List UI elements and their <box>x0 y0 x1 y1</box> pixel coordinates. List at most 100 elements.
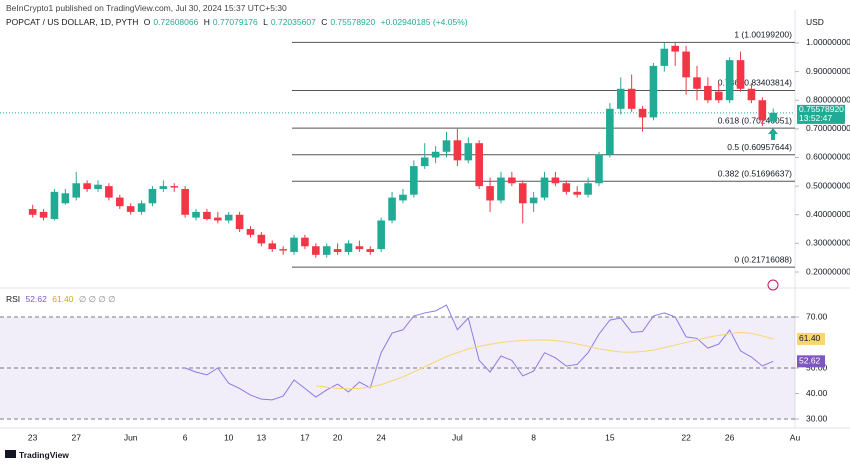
candle-body <box>420 157 429 167</box>
x-tick-label: 22 <box>681 432 691 442</box>
y-tick-label: 70.00 <box>806 311 828 321</box>
candle-body <box>518 183 527 204</box>
candle-body <box>115 197 124 207</box>
rsi-ma-value: 61.40 <box>52 294 74 304</box>
x-tick-label: 17 <box>300 432 310 442</box>
candle-body <box>214 217 222 221</box>
ohlc-value: 0.75578920 <box>330 17 376 27</box>
candle-body <box>28 209 37 215</box>
y-tick-label: 30.00 <box>806 413 828 423</box>
x-tick-label: 8 <box>531 432 536 442</box>
price-tag-label: 0.75578920 <box>799 104 844 114</box>
candle-body <box>279 249 287 251</box>
candle-body <box>257 234 266 244</box>
axis-unit: USD <box>806 17 824 27</box>
y-tick-label: 0.80000000 <box>806 94 850 104</box>
candle-body <box>94 184 102 189</box>
lightning-icon <box>767 279 779 291</box>
price-tag <box>797 104 845 124</box>
candle-body <box>410 166 418 195</box>
x-tick-label: Jul <box>452 432 463 442</box>
y-tick-label: 0.70000000 <box>806 123 850 133</box>
candle-body <box>181 188 189 215</box>
candle-body <box>388 197 396 221</box>
x-tick-label: 6 <box>183 432 188 442</box>
candle-body <box>497 177 505 201</box>
candle-body <box>399 194 407 201</box>
x-tick-label: Au <box>790 432 801 442</box>
x-tick-label: 27 <box>71 432 81 442</box>
rsi-band <box>0 317 795 420</box>
candle-body <box>562 183 571 192</box>
candle-body <box>649 65 658 118</box>
candle-body <box>355 246 364 250</box>
candle-body <box>584 183 592 195</box>
candle-body <box>573 191 581 195</box>
y-tick-label: 0.60000000 <box>806 152 850 162</box>
candle-body <box>377 220 385 250</box>
ohlc-value: 0.77079176 <box>212 17 258 27</box>
candle-body <box>235 214 244 230</box>
candle-body <box>137 203 146 212</box>
change: +0.02940185 (+4.05%) <box>380 17 468 27</box>
candle-body <box>39 211 48 218</box>
candle-body <box>595 154 603 184</box>
candle-body <box>747 88 756 101</box>
rsi-title: RSI <box>6 294 21 304</box>
fib-label: 0 (0.21716088) <box>734 254 792 264</box>
rsi-tag-label: 61.40 <box>799 333 821 343</box>
rsi-params: ∅ ∅ ∅ ∅ <box>78 294 116 304</box>
candle-body <box>638 108 647 118</box>
candle-body <box>540 177 549 198</box>
candle-body <box>627 88 636 109</box>
ohlc-key: O <box>143 17 151 27</box>
y-tick-label: 1.00000000 <box>806 37 850 47</box>
x-tick-label: 13 <box>257 432 267 442</box>
x-tick-label: Jun <box>124 432 138 442</box>
candle-body <box>769 112 778 122</box>
candle-body <box>224 214 233 221</box>
candle-body <box>704 85 712 101</box>
ohlc-key: H <box>203 17 210 27</box>
candle-body <box>758 100 767 121</box>
ohlc-key: L <box>263 17 268 27</box>
candle-body <box>453 140 462 161</box>
candle-body <box>159 186 168 189</box>
rsi-line <box>184 304 774 401</box>
footer-logo: TradingView <box>19 450 69 460</box>
fib-label: 0.618 (0.70246051) <box>718 115 792 125</box>
candle-body <box>431 151 440 158</box>
candle-body <box>301 237 309 247</box>
candle-body <box>72 183 81 198</box>
rsi-line <box>315 331 774 390</box>
candle-body <box>682 51 690 78</box>
ohlc-value: 0.72035607 <box>270 17 316 27</box>
candle-body <box>203 211 211 220</box>
rsi-header: RSI 52.62 61.40 ∅ ∅ ∅ ∅ <box>6 294 119 305</box>
candle-body <box>725 60 734 101</box>
candle-body <box>290 237 298 252</box>
y-tick-label: 0.50000000 <box>806 180 850 190</box>
candle-body <box>50 191 59 220</box>
candle-body <box>660 48 669 66</box>
candle-body <box>693 77 701 89</box>
logo <box>5 450 16 458</box>
candle-body <box>61 193 70 204</box>
symbol: POPCAT / US DOLLAR, 1D, PYTH <box>6 17 139 27</box>
candle-body <box>606 108 614 155</box>
candle-body <box>148 188 157 204</box>
candle-body <box>333 249 342 252</box>
candle-body <box>736 60 745 89</box>
ohlc-value: 0.72608066 <box>153 17 199 27</box>
candle-body <box>464 143 473 161</box>
fib-label: 1 (1.00199200) <box>734 30 792 40</box>
candle-body <box>322 246 331 255</box>
candle-body <box>551 177 560 184</box>
x-tick-label: 10 <box>224 432 234 442</box>
candle-body <box>366 249 375 252</box>
y-tick-label: 0.40000000 <box>806 209 850 219</box>
fib-label: 0.382 (0.51696637) <box>718 169 792 179</box>
y-tick-label: 0.30000000 <box>806 238 850 248</box>
candle-body <box>616 88 625 109</box>
